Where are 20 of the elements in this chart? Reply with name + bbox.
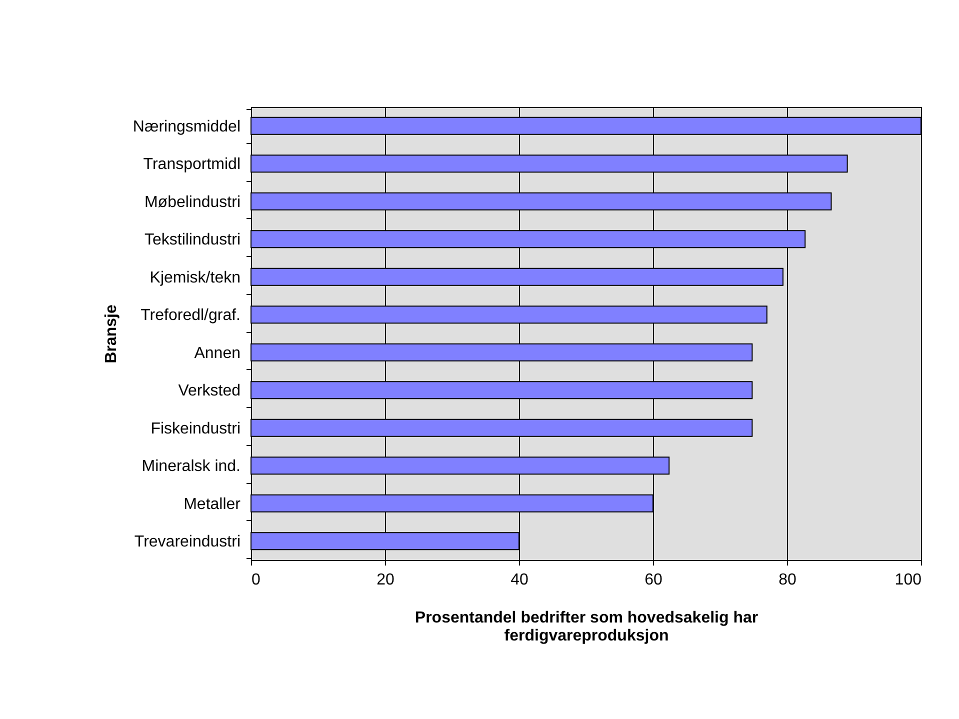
y-tick-label: Kjemisk/tekn xyxy=(150,269,240,286)
y-tick-label: Næringsmiddel xyxy=(132,118,240,136)
y-tick-label: Mineralsk ind. xyxy=(142,458,240,476)
y-tick-label: Verksted xyxy=(178,382,240,400)
y-tick-label: Transportmidl xyxy=(143,156,240,174)
y-tick-label: Tekstilindustri xyxy=(144,232,240,249)
y-tick-label: Metaller xyxy=(184,496,242,513)
x-axis-title: Prosentandel bedrifter som hovedsakelig har ferdigvareproduksjon xyxy=(414,610,758,644)
y-tick-label: Møbelindustri xyxy=(144,194,240,211)
y-tick-label: Trevareindustri xyxy=(134,534,240,551)
x-tick-label: 100 xyxy=(894,572,922,588)
x-tick-label: 0 xyxy=(252,572,260,588)
y-axis-title: Bransje xyxy=(102,304,120,364)
y-tick-label: Fiskeindustri xyxy=(150,420,240,438)
x-tick-label: 40 xyxy=(510,572,528,588)
x-tick-label: 20 xyxy=(376,572,394,588)
x-tick-label: 60 xyxy=(644,572,662,588)
y-tick-label: Annen xyxy=(194,344,240,362)
y-tick-label: Treforedl/graf. xyxy=(140,307,240,324)
x-tick-label: 80 xyxy=(778,572,796,588)
